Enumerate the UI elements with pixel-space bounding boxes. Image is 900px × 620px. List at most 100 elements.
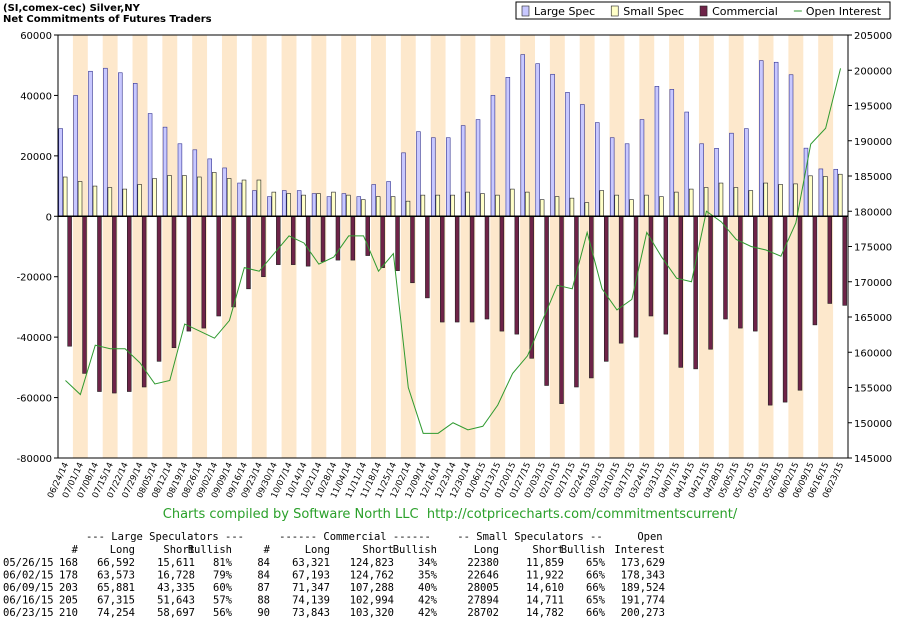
bar [226, 178, 232, 217]
y2-tick-label: 195000 [854, 102, 892, 113]
week-band [818, 35, 834, 458]
y2-tick-label: 190000 [854, 137, 892, 148]
table-group-header: --- Large Speculators --- [86, 531, 244, 543]
y-tick-label: 60000 [20, 31, 52, 42]
table-cell: 88 [257, 595, 270, 607]
bar [375, 196, 381, 217]
table-cell: 28702 [467, 607, 499, 619]
table-cell: 57% [213, 595, 233, 607]
y-tick-label: -20000 [17, 273, 52, 284]
legend-label: Commercial [712, 5, 778, 18]
bar [162, 126, 168, 217]
bar [678, 215, 683, 368]
table-column-header: Bullish [393, 544, 437, 556]
table-cell: 73,843 [292, 607, 330, 619]
bar [520, 54, 525, 217]
bar [282, 190, 287, 217]
bar [574, 215, 579, 388]
line [65, 68, 842, 434]
bar [197, 176, 202, 217]
bar [88, 70, 93, 217]
bar [648, 215, 654, 317]
bar [609, 137, 615, 217]
legend-swatch [521, 5, 530, 17]
bar [465, 191, 470, 217]
table-column-header: # [264, 544, 271, 556]
bar [535, 63, 540, 217]
bar [723, 215, 728, 320]
y2-tick-label: 205000 [854, 31, 892, 42]
bar [499, 215, 505, 332]
week-band [371, 35, 386, 458]
bar [216, 215, 221, 317]
y-tick-label: -80000 [17, 454, 52, 465]
y-tick-label: -60000 [17, 394, 52, 405]
legend-label: Open Interest [806, 5, 882, 18]
legend-label: Large Spec [534, 5, 595, 18]
table-cell: 51,643 [157, 595, 195, 607]
table-cell: 16,728 [157, 570, 195, 582]
table-cell: 173,629 [621, 557, 665, 569]
week-band [281, 35, 297, 458]
bar [644, 194, 649, 217]
bar [431, 137, 436, 217]
table-cell: 58,697 [157, 607, 195, 619]
bar [256, 179, 262, 217]
bar [480, 193, 485, 217]
table-cell: 11,859 [526, 557, 564, 569]
bar [301, 194, 306, 217]
bar [152, 178, 157, 217]
week-band [221, 35, 237, 458]
plot-frame [57, 34, 849, 459]
table-cell: 11,922 [526, 570, 564, 582]
bar [73, 95, 78, 217]
bar [92, 185, 98, 217]
bar [305, 215, 311, 267]
bar [241, 179, 247, 217]
table-cell: 200,273 [621, 607, 665, 619]
bar [182, 175, 187, 217]
bar [797, 215, 803, 391]
table-cell: 81% [213, 557, 233, 569]
bar [380, 215, 385, 268]
bar [778, 184, 783, 217]
bar [211, 172, 217, 217]
table-cell: 15,611 [157, 557, 195, 569]
bar [192, 149, 198, 217]
table-group-header: -- Small Speculators -- [457, 531, 602, 543]
bar [361, 199, 366, 217]
table-column-header: # [72, 544, 79, 556]
table-cell: 168 [59, 557, 78, 569]
table-group-header: Open [637, 531, 662, 543]
bar [495, 194, 500, 217]
bar [122, 188, 128, 217]
table-cell: 74,254 [97, 607, 135, 619]
table-cell: 27894 [467, 595, 499, 607]
bar [788, 74, 794, 217]
table-cell: 65% [586, 595, 606, 607]
bar [167, 175, 172, 217]
table-cell: 14,711 [526, 595, 564, 607]
table-cell: 84 [257, 570, 270, 582]
bar [738, 215, 743, 329]
y2-tick-label: 175000 [854, 243, 892, 254]
bar [207, 158, 212, 217]
bar [290, 215, 296, 265]
bar [286, 193, 291, 217]
bar [237, 182, 242, 217]
bar [773, 61, 779, 217]
bar [147, 113, 153, 217]
week-band [192, 35, 208, 458]
bar [748, 190, 754, 217]
bar [316, 193, 321, 217]
bar [744, 128, 749, 217]
bar [827, 215, 833, 304]
week-band [698, 35, 714, 458]
table-column-header: Long [305, 544, 330, 556]
bar [231, 215, 236, 308]
bar [565, 92, 570, 217]
bar [222, 167, 227, 217]
table-cell: 66% [586, 570, 606, 582]
bar [346, 194, 351, 217]
bar [420, 194, 426, 217]
